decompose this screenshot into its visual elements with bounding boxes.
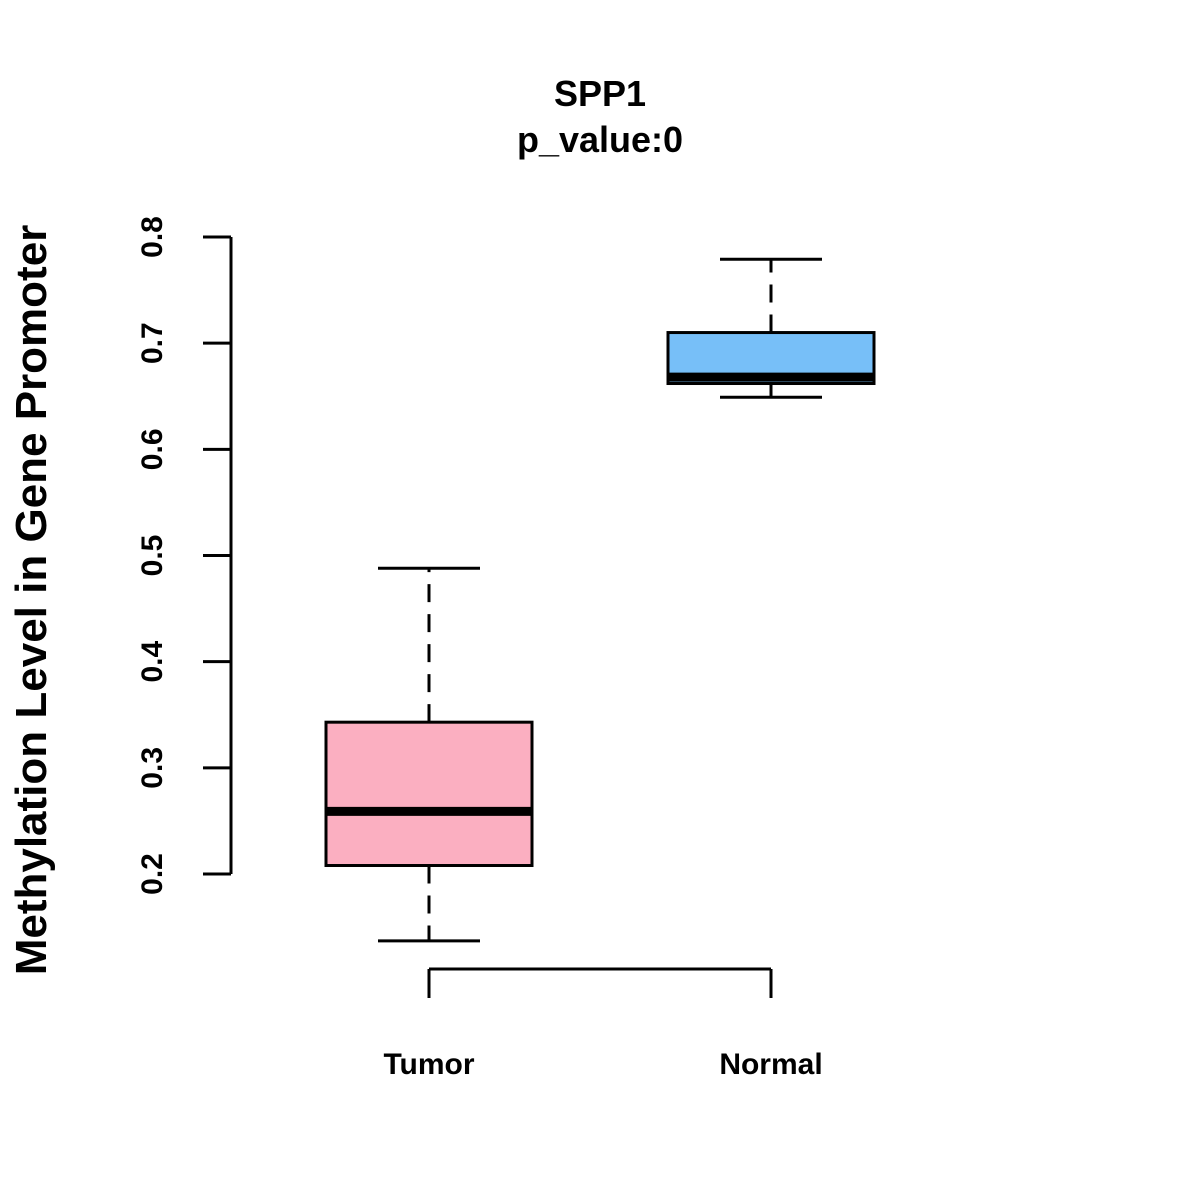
x-tick-label: Normal: [719, 1048, 822, 1081]
x-tick-label: Tumor: [383, 1048, 474, 1081]
y-tick-label: 0.3: [136, 747, 169, 789]
y-tick-label: 0.7: [136, 322, 169, 364]
y-tick-label: 0.5: [136, 535, 169, 577]
y-tick-label: 0.4: [136, 641, 169, 683]
y-axis: 0.2 0.3 0.4 0.5 0.6 0.7 0.8: [136, 216, 233, 895]
boxes: [324, 257, 876, 943]
iqr-box: [324, 720, 534, 868]
y-tick-label: 0.8: [136, 216, 169, 258]
chart-title: SPP1: [554, 73, 646, 114]
y-tick-label: 0.6: [136, 428, 169, 470]
box-normal: [666, 257, 876, 399]
box-tumor: [324, 566, 534, 943]
y-axis-label: Methylation Level in Gene Promoter: [7, 225, 56, 976]
y-tick-label: 0.2: [136, 853, 169, 895]
x-axis: Tumor Normal: [383, 967, 823, 1081]
chart-subtitle: p_value:0: [517, 119, 683, 160]
